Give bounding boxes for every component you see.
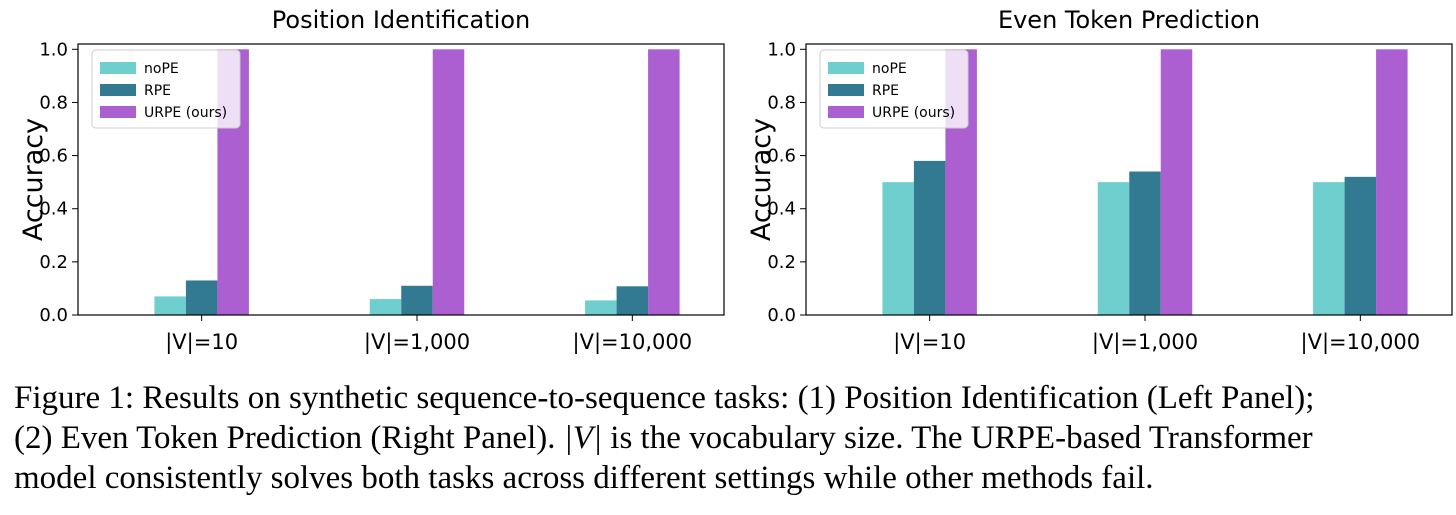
y-tick-label: 0.2 — [767, 252, 796, 273]
y-tick-label: 0.0 — [39, 305, 68, 326]
bar-urpe — [432, 49, 465, 316]
caption-line-2-end: is the vocabulary size. The URPE-based T… — [602, 420, 1313, 456]
chart-panel-even-token-prediction: Even Token Prediction Accuracy 0.0 0.2 0.4 0.… — [746, 6, 1453, 355]
bar-nope — [585, 300, 617, 315]
legend-label-rpe: RPE — [872, 83, 899, 99]
legend-label-urpe: URPE (ours) — [144, 105, 227, 121]
caption-line-1: Figure 1: Results on synthetic sequence-… — [14, 380, 1315, 416]
y-tick-label: 1.0 — [767, 39, 796, 60]
y-tick-label: 0.4 — [767, 199, 796, 220]
y-axis-label: Accuracy — [746, 118, 777, 241]
bar-nope — [369, 299, 402, 315]
bar-nope — [882, 182, 914, 315]
bar-urpe — [1160, 49, 1193, 316]
bar-urpe — [648, 49, 680, 316]
y-axis-label: Accuracy — [18, 118, 49, 241]
y-tick-label: 1.0 — [39, 39, 68, 60]
y-tick-label: 0.8 — [767, 92, 796, 113]
legend-label-urpe: URPE (ours) — [872, 105, 955, 121]
legend-swatch-nope — [100, 62, 136, 74]
chart-title: Position Identification — [272, 6, 530, 34]
y-tick-label: 0.8 — [39, 92, 68, 113]
bar-rpe — [401, 285, 433, 315]
caption-line-3: model consistently solves both tasks acr… — [14, 460, 1154, 496]
y-tick-label: 0.0 — [767, 305, 796, 326]
caption-line-2: (2) Even Token Prediction (Right Panel).… — [14, 418, 1446, 458]
y-tick-label: 0.6 — [767, 146, 796, 167]
legend-label-nope: noPE — [144, 61, 179, 77]
x-tick-label: |V|=10,000 — [1301, 330, 1421, 355]
legend-swatch-rpe — [100, 84, 136, 96]
chart-title: Even Token Prediction — [998, 6, 1260, 34]
legend-swatch-urpe — [100, 106, 136, 118]
x-tick-label: |V|=10 — [893, 330, 966, 355]
figure: Position Identification Accuracy 0.0 0.2 0.4… — [18, 6, 1453, 355]
plot-frame — [805, 43, 1453, 316]
legend-label-rpe: RPE — [144, 83, 171, 99]
x-tick-label: |V|=10 — [165, 330, 238, 355]
chart-panel-position-identification: Position Identification Accuracy 0.0 0.2 0.4… — [18, 6, 725, 355]
x-tick-label: |V|=1,000 — [364, 330, 470, 355]
bar-rpe — [1344, 176, 1377, 315]
y-tick-label: 0.6 — [39, 146, 68, 167]
legend-swatch-nope — [828, 62, 864, 74]
bar-urpe — [1376, 49, 1408, 316]
bar-rpe — [913, 160, 946, 315]
caption-math-vocab: |V| — [563, 420, 603, 456]
legend-swatch-urpe — [828, 106, 864, 118]
y-tick-label: 0.4 — [39, 199, 68, 220]
x-tick-label: |V|=1,000 — [1092, 330, 1198, 355]
bar-nope — [154, 296, 186, 315]
plot-frame — [77, 43, 725, 316]
bar-rpe — [1129, 171, 1161, 315]
bar-nope — [1313, 182, 1345, 315]
y-tick-label: 0.2 — [39, 252, 68, 273]
legend-label-nope: noPE — [872, 61, 907, 77]
x-tick-label: |V|=10,000 — [573, 330, 693, 355]
bar-rpe — [185, 280, 218, 315]
caption-line-2-start: (2) Even Token Prediction (Right Panel). — [14, 420, 564, 456]
bar-nope — [1097, 182, 1130, 315]
bar-rpe — [616, 286, 649, 315]
legend-swatch-rpe — [828, 84, 864, 96]
figure-caption: Figure 1: Results on synthetic sequence-… — [14, 378, 1446, 498]
